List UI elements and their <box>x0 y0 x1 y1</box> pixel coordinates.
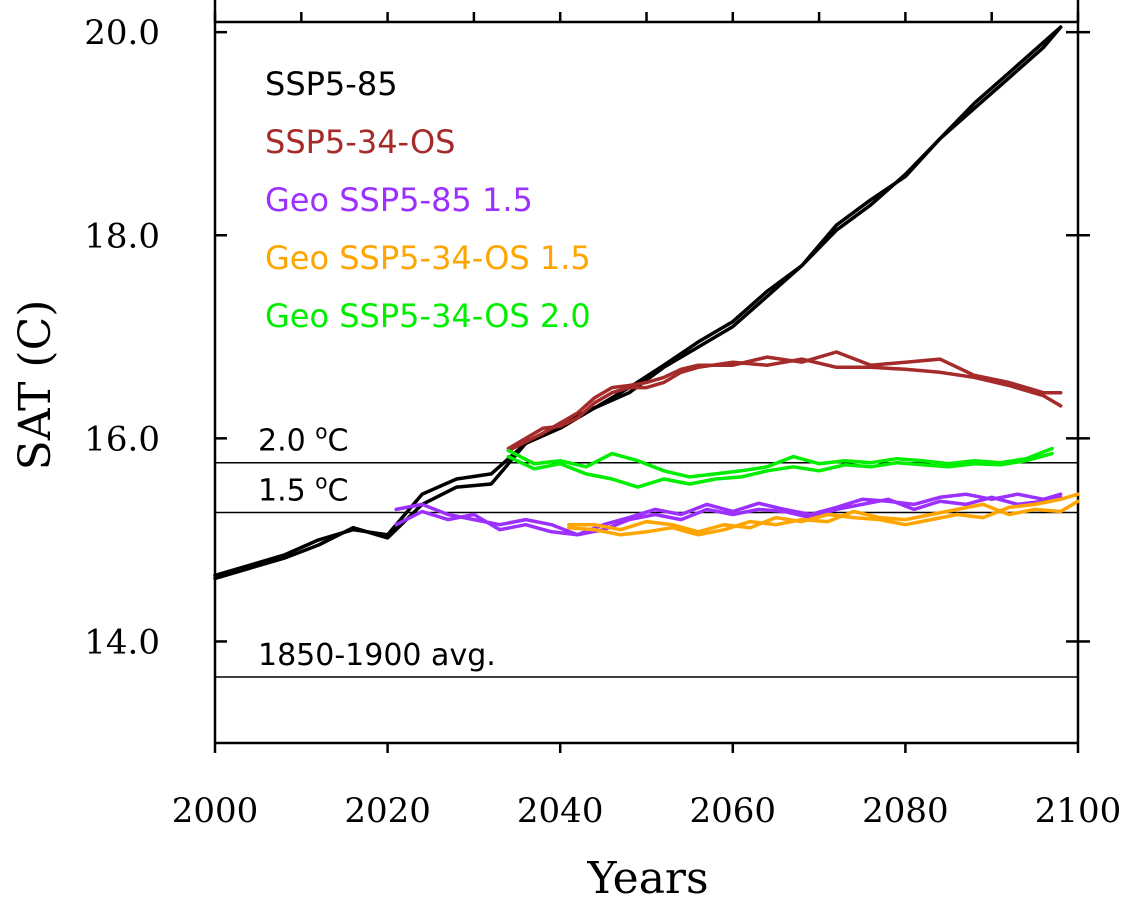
series-line-ssp5-34-os-3 <box>506 357 1063 451</box>
axis-ticks <box>213 12 1090 753</box>
x-tick-label: 2100 <box>1035 791 1122 831</box>
series-line-geo-ssp5-34-os-1-5-7 <box>567 499 1080 537</box>
x-tick-label: 2020 <box>344 791 431 831</box>
legend-entry: Geo SSP5-34-OS 1.5 <box>265 239 591 277</box>
x-tick-label: 2000 <box>172 791 259 831</box>
series-line-ssp5-85-1 <box>213 25 1063 581</box>
series-line-geo-ssp5-34-os-2-0-9 <box>506 451 1054 489</box>
plot-frame <box>213 0 1080 745</box>
series-line-geo-ssp5-85-1-5-4 <box>394 492 1063 537</box>
reference-line-label: 1.5 oC <box>258 469 348 508</box>
x-axis-title: Years <box>586 853 708 900</box>
y-tick-label: 18.0 <box>84 216 160 256</box>
series-line-ssp5-34-os-2 <box>506 350 1063 453</box>
y-tick-label: 14.0 <box>84 622 160 662</box>
y-tick-label: 16.0 <box>84 419 160 459</box>
x-tick-label: 2040 <box>517 791 604 831</box>
legend-entry: Geo SSP5-34-OS 2.0 <box>265 297 591 335</box>
x-tick-label: 2060 <box>690 791 777 831</box>
series-line-geo-ssp5-85-1-5-5 <box>394 495 1063 537</box>
legend-entry: SSP5-34-OS <box>265 123 455 161</box>
legend-entry: SSP5-85 <box>265 65 398 103</box>
y-axis-title: SAT (C) <box>10 300 61 471</box>
reference-line-label: 1850-1900 avg. <box>258 638 496 673</box>
legend-entry: Geo SSP5-85 1.5 <box>265 181 533 219</box>
legend: SSP5-85 SSP5-34-OS Geo SSP5-85 1.5 Geo SSP5… <box>265 65 591 335</box>
reference-line-label: 2.0 oC <box>258 420 348 459</box>
reference-lines: 2.0 oC 1.5 oC 1850-1900 avg. <box>215 420 1078 678</box>
series-line-geo-ssp5-34-os-2-0-8 <box>506 446 1054 479</box>
y-tick-label: 20.0 <box>84 13 160 53</box>
axis-tick-labels: 2000 2020 2040 2060 2080 2100 14.0 16.0 18.0 20.0 <box>84 13 1121 831</box>
x-tick-label: 2080 <box>862 791 949 831</box>
series-lines <box>213 25 1080 581</box>
